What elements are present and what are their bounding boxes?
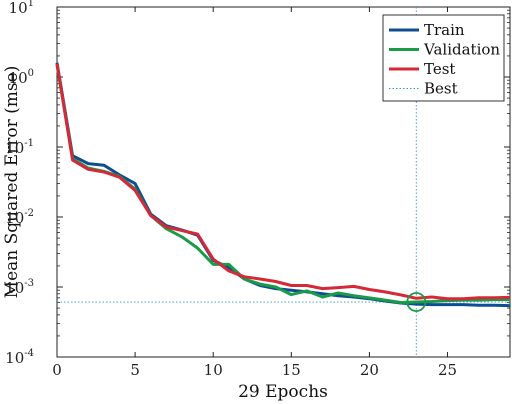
x-tick-label: 5 — [130, 361, 140, 379]
x-axis-title: 29 Epochs — [238, 382, 328, 402]
y-tick-exponent: -1 — [24, 138, 34, 149]
y-tick-base: 10 — [5, 349, 24, 367]
x-tick-label: 15 — [282, 361, 301, 379]
x-tick-label: 20 — [360, 361, 379, 379]
legend-label-best: Best — [424, 80, 458, 98]
y-axis-title: Mean Squared Error (mse) — [2, 66, 22, 299]
y-tick-base: 10 — [9, 69, 28, 87]
y-tick-exponent: -3 — [24, 278, 34, 289]
legend-label-validation: Validation — [423, 41, 500, 59]
y-tick-base: 10 — [9, 0, 28, 17]
y-tick-exponent: 1 — [28, 0, 34, 9]
y-tick-label: 10-3 — [5, 278, 34, 297]
y-tick-base: 10 — [5, 279, 24, 297]
y-tick-exponent: 0 — [28, 68, 34, 79]
x-tick-label: 10 — [204, 361, 223, 379]
y-tick-label: 10-2 — [5, 208, 34, 227]
series-test-line — [55, 63, 511, 301]
x-tick-label: 0 — [52, 361, 62, 379]
best-marker-circle — [406, 292, 427, 312]
legend-label-test: Test — [424, 60, 455, 78]
y-tick-base: 10 — [5, 209, 24, 227]
y-tick-label: 101 — [9, 0, 34, 17]
y-tick-base: 10 — [5, 139, 24, 157]
x-tick-label: 25 — [438, 361, 457, 379]
y-tick-label: 10-4 — [5, 348, 34, 367]
plot-frame — [56, 6, 511, 358]
y-tick-exponent: -4 — [24, 348, 34, 359]
y-tick-label: 100 — [9, 68, 34, 87]
y-tick-label: 10-1 — [5, 138, 34, 157]
legend-label-train: Train — [424, 21, 465, 39]
y-tick-exponent: -2 — [24, 208, 34, 219]
